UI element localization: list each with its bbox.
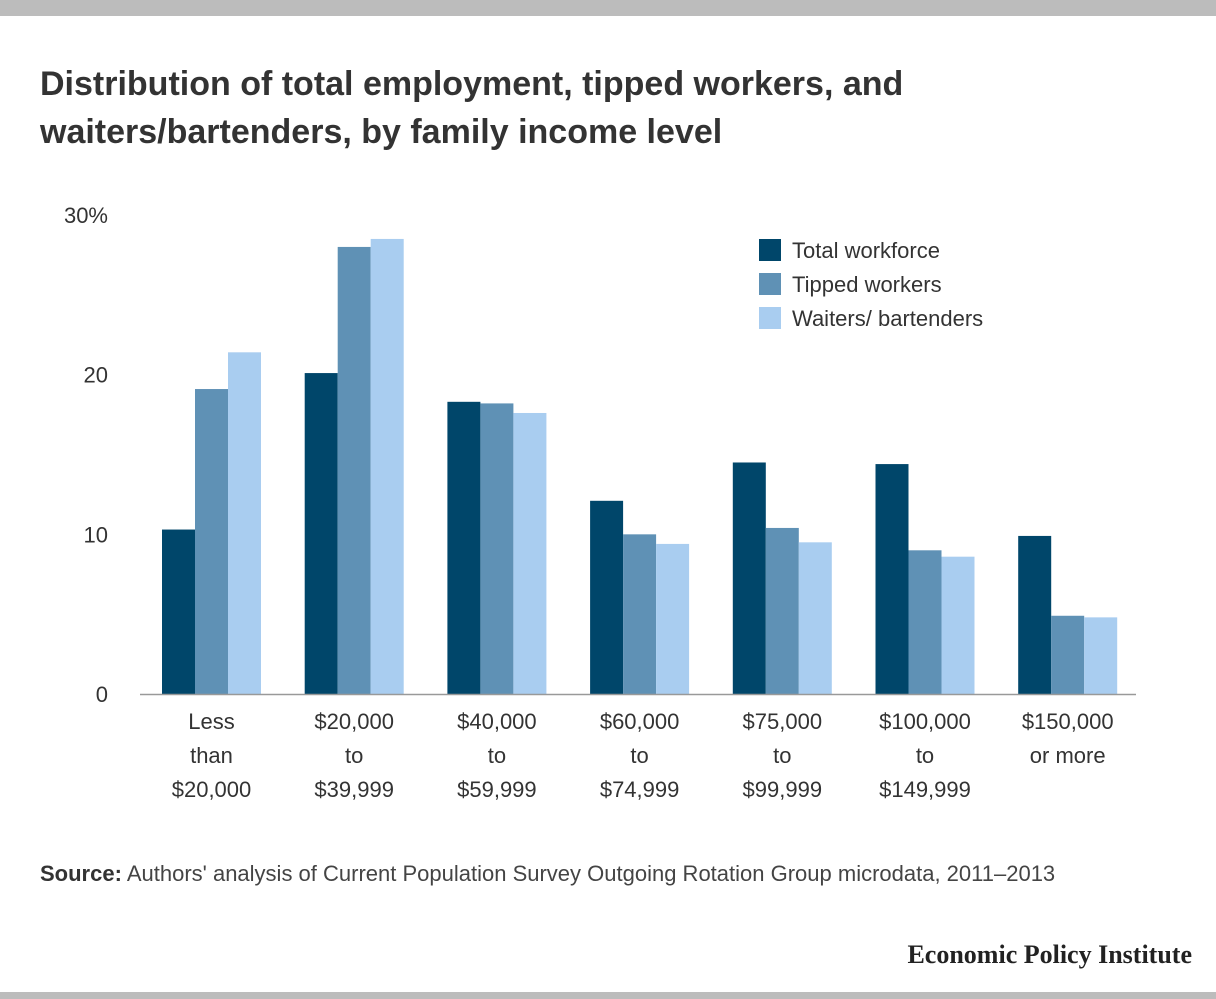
bar-tipped-workers bbox=[908, 550, 942, 694]
x-category-label: $60,000 bbox=[600, 709, 680, 734]
bar-tipped-workers bbox=[623, 534, 657, 694]
bottom-border bbox=[0, 992, 1216, 999]
legend-label: Waiters/ bartenders bbox=[792, 306, 983, 331]
bar-total-workforce bbox=[590, 500, 624, 694]
bar-total-workforce bbox=[304, 373, 338, 694]
bar-waiters-bartenders bbox=[798, 542, 832, 694]
bar-tipped-workers bbox=[765, 527, 799, 694]
chart-title: Distribution of total employment, tipped… bbox=[40, 65, 904, 151]
x-category-label: or more bbox=[1030, 743, 1106, 768]
x-category-label: $149,999 bbox=[879, 777, 971, 802]
x-category-label: Less bbox=[188, 709, 234, 734]
legend-swatch bbox=[759, 307, 781, 329]
legend-label: Tipped workers bbox=[792, 272, 942, 297]
bar-waiters-bartenders bbox=[1084, 617, 1118, 694]
x-category-label: $75,000 bbox=[743, 709, 823, 734]
x-category-label: than bbox=[190, 743, 233, 768]
source-text: Authors' analysis of Current Population … bbox=[126, 861, 1056, 886]
x-category-label: to bbox=[630, 743, 648, 768]
bar-tipped-workers bbox=[337, 246, 371, 694]
bar-tipped-workers bbox=[195, 389, 228, 694]
x-category-label: $150,000 bbox=[1022, 709, 1114, 734]
x-category-label: $20,000 bbox=[314, 709, 394, 734]
source-note: Source: Authors' analysis of Current Pop… bbox=[40, 858, 1160, 890]
bar-total-workforce bbox=[875, 464, 909, 694]
x-category-label: $99,999 bbox=[743, 777, 823, 802]
x-category-label: to bbox=[916, 743, 934, 768]
y-tick-label: 0 bbox=[96, 682, 108, 707]
top-border bbox=[0, 0, 1216, 16]
y-tick-label: 10 bbox=[84, 522, 108, 547]
bar-total-workforce bbox=[1018, 535, 1052, 694]
bar-waiters-bartenders bbox=[941, 556, 975, 694]
x-category-label: to bbox=[773, 743, 791, 768]
x-category-label: $39,999 bbox=[314, 777, 394, 802]
bar-tipped-workers bbox=[1051, 615, 1085, 694]
bar-waiters-bartenders bbox=[513, 412, 547, 694]
source-label: Source: bbox=[40, 861, 122, 886]
bar-total-workforce bbox=[162, 529, 195, 694]
legend-swatch bbox=[759, 273, 781, 295]
bar-waiters-bartenders bbox=[370, 238, 404, 694]
legend-label: Total workforce bbox=[792, 238, 940, 263]
x-category-label: $40,000 bbox=[457, 709, 537, 734]
bar-total-workforce bbox=[447, 401, 481, 694]
bar-waiters-bartenders bbox=[228, 352, 261, 694]
x-category-label: to bbox=[488, 743, 506, 768]
bar-tipped-workers bbox=[480, 403, 514, 694]
x-category-label: to bbox=[345, 743, 363, 768]
x-category-label: $74,999 bbox=[600, 777, 680, 802]
bar-total-workforce bbox=[732, 462, 766, 694]
y-tick-label: 30% bbox=[64, 203, 108, 228]
legend-swatch bbox=[759, 239, 781, 261]
x-category-label: $100,000 bbox=[879, 709, 971, 734]
epi-brand-logo: Economic Policy Institute bbox=[907, 940, 1192, 969]
x-category-label: $59,999 bbox=[457, 777, 537, 802]
x-category-label: $20,000 bbox=[172, 777, 252, 802]
y-tick-label: 20 bbox=[84, 363, 108, 388]
bar-waiters-bartenders bbox=[656, 543, 690, 694]
